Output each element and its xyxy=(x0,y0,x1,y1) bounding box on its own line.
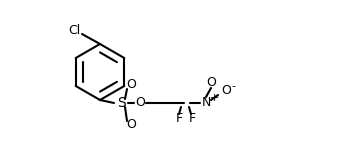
Text: O: O xyxy=(126,78,136,92)
Text: F: F xyxy=(189,112,196,126)
Text: -: - xyxy=(231,81,235,91)
Text: O: O xyxy=(126,119,136,131)
Text: O: O xyxy=(135,97,145,109)
Text: O: O xyxy=(206,76,216,90)
Text: N: N xyxy=(201,97,211,109)
Text: +: + xyxy=(209,93,219,103)
Text: O: O xyxy=(221,83,231,97)
Text: S: S xyxy=(118,96,126,110)
Text: Cl: Cl xyxy=(68,24,80,38)
Text: F: F xyxy=(175,112,183,126)
